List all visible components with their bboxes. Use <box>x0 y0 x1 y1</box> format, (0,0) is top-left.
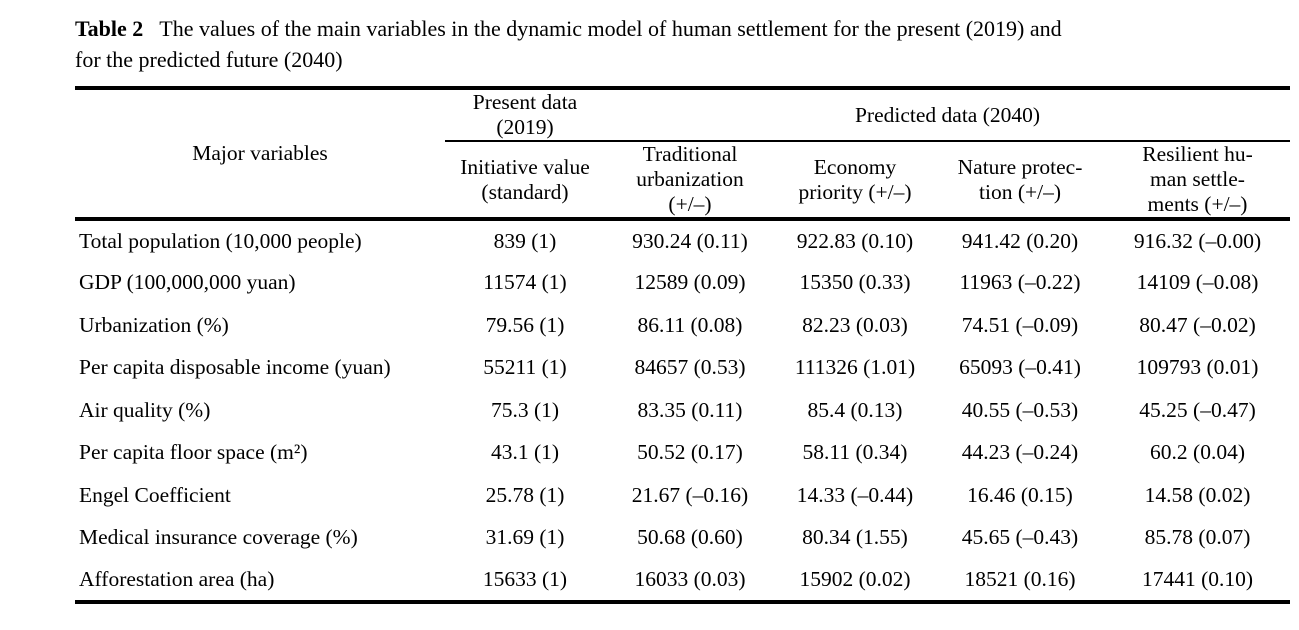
value-cell: 930.24 (0.11) <box>632 228 748 253</box>
value-cell: 50.68 (0.60) <box>637 525 743 550</box>
value-cell: 25.78 (1) <box>485 482 565 507</box>
value-cell: 916.32 (–0.00) <box>1133 228 1262 253</box>
header-group-row: Major variables Present data (2019) Pred… <box>75 88 1291 165</box>
value-cell: 941.42 (0.20) <box>961 228 1079 253</box>
row-label: Per capita disposable income (yuan) <box>79 355 391 380</box>
table-row: Afforestation area (ha) 15633 (1) 16033 (0… <box>75 559 1290 602</box>
table-row: Engel Coefficient 25.78 (1) 21.67 (–0.16) 1… <box>75 474 1290 517</box>
value-cell: 14109 (–0.08) <box>1136 270 1259 295</box>
value-cell: 16033 (0.03) <box>634 566 746 591</box>
value-cell: 16.46 (0.15) <box>967 482 1073 507</box>
value-cell: 21.67 (–0.16) <box>631 482 749 507</box>
table-row: Medical insurance coverage (%) 31.69 (1) 5… <box>75 517 1290 560</box>
header-economy-priority: Economy priority (+/–) <box>798 154 912 204</box>
value-cell: 14.33 (–0.44) <box>796 482 914 507</box>
row-label: GDP (100,000,000 yuan) <box>79 270 296 295</box>
value-cell: 80.34 (1.55) <box>802 525 908 550</box>
table-header: Major variables Present data (2019) Pred… <box>75 88 1291 219</box>
value-cell: 58.11 (0.34) <box>802 440 908 465</box>
value-cell: 109793 (0.01) <box>1136 355 1259 380</box>
header-resilient-human-settlements: Resilient hu- man settle- ments (+/–) <box>1142 142 1253 216</box>
header-major-variables: Major variables <box>192 141 328 165</box>
row-label: Air quality (%) <box>79 397 211 422</box>
value-cell: 31.69 (1) <box>485 525 565 550</box>
value-cell: 60.2 (0.04) <box>1150 440 1245 465</box>
value-cell: 43.1 (1) <box>490 440 560 465</box>
variables-table: Major variables Present data (2019) Pred… <box>75 86 1291 604</box>
value-cell: 79.56 (1) <box>485 312 565 337</box>
value-cell: 15633 (1) <box>482 566 568 591</box>
table-caption-text: The values of the main variables in the … <box>75 16 1062 72</box>
row-label: Engel Coefficient <box>79 482 231 507</box>
value-cell: 75.3 (1) <box>490 397 560 422</box>
header-present-data-group: Present data (2019) <box>445 88 605 142</box>
table-row: Per capita disposable income (yuan) 55211… <box>75 347 1290 390</box>
table-caption-label: Table 2 <box>75 16 144 41</box>
value-cell: 15350 (0.33) <box>799 270 911 295</box>
value-cell: 17441 (0.10) <box>1141 566 1254 591</box>
header-traditional-urbanization: Traditional urbanization (+/–) <box>636 142 744 216</box>
value-cell: 839 (1) <box>493 228 557 253</box>
row-label: Afforestation area (ha) <box>79 566 275 591</box>
row-label: Per capita floor space (m²) <box>79 440 308 465</box>
value-cell: 15902 (0.02) <box>799 566 911 591</box>
value-cell: 12589 (0.09) <box>634 270 746 295</box>
header-sub-row: Initiative value (standard) Traditional … <box>75 141 1290 219</box>
table-row: Per capita floor space (m²) 43.1 (1) 50.52… <box>75 432 1290 475</box>
table-row: Total population (10,000 people) 839 (1) 9… <box>75 219 1290 262</box>
table-row: Urbanization (%) 79.56 (1) 86.11 (0.08) 82.… <box>75 304 1290 347</box>
value-cell: 18521 (0.16) <box>964 566 1076 591</box>
row-label: Urbanization (%) <box>79 312 229 337</box>
value-cell: 11574 (1) <box>483 270 567 295</box>
value-cell: 922.83 (0.10) <box>796 228 914 253</box>
header-predicted-data-group: Predicted data (2040) <box>605 88 1291 142</box>
table-row: GDP (100,000,000 yuan) 11574 (1) 12589 (0.… <box>75 262 1290 305</box>
value-cell: 55211 (1) <box>483 355 567 380</box>
value-cell: 65093 (–0.41) <box>959 355 1081 380</box>
table-row: Air quality (%) 75.3 (1) 83.35 (0.11) 85.4 … <box>75 389 1290 432</box>
value-cell: 111326 (1.01) <box>794 355 916 380</box>
header-nature-protection: Nature protec- tion (+/–) <box>957 154 1083 204</box>
value-cell: 11963 (–0.22) <box>959 270 1081 295</box>
value-cell: 45.65 (–0.43) <box>961 525 1079 550</box>
table-caption: Table 2 The values of the main variables … <box>75 13 1297 75</box>
header-initiative-value: Initiative value (standard) <box>460 154 590 204</box>
value-cell: 44.23 (–0.24) <box>961 440 1079 465</box>
value-cell: 83.35 (0.11) <box>637 397 743 422</box>
value-cell: 84657 (0.53) <box>634 355 746 380</box>
value-cell: 74.51 (–0.09) <box>961 312 1079 337</box>
value-cell: 80.47 (–0.02) <box>1139 312 1256 337</box>
value-cell: 82.23 (0.03) <box>802 312 908 337</box>
row-label: Medical insurance coverage (%) <box>79 525 358 550</box>
value-cell: 86.11 (0.08) <box>637 312 743 337</box>
value-cell: 85.4 (0.13) <box>807 397 903 422</box>
table-body: Total population (10,000 people) 839 (1) 9… <box>75 219 1290 602</box>
value-cell: 45.25 (–0.47) <box>1139 397 1256 422</box>
value-cell: 14.58 (0.02) <box>1144 482 1251 507</box>
value-cell: 50.52 (0.17) <box>637 440 743 465</box>
value-cell: 85.78 (0.07) <box>1144 525 1251 550</box>
row-label: Total population (10,000 people) <box>79 228 362 253</box>
value-cell: 40.55 (–0.53) <box>961 397 1079 422</box>
